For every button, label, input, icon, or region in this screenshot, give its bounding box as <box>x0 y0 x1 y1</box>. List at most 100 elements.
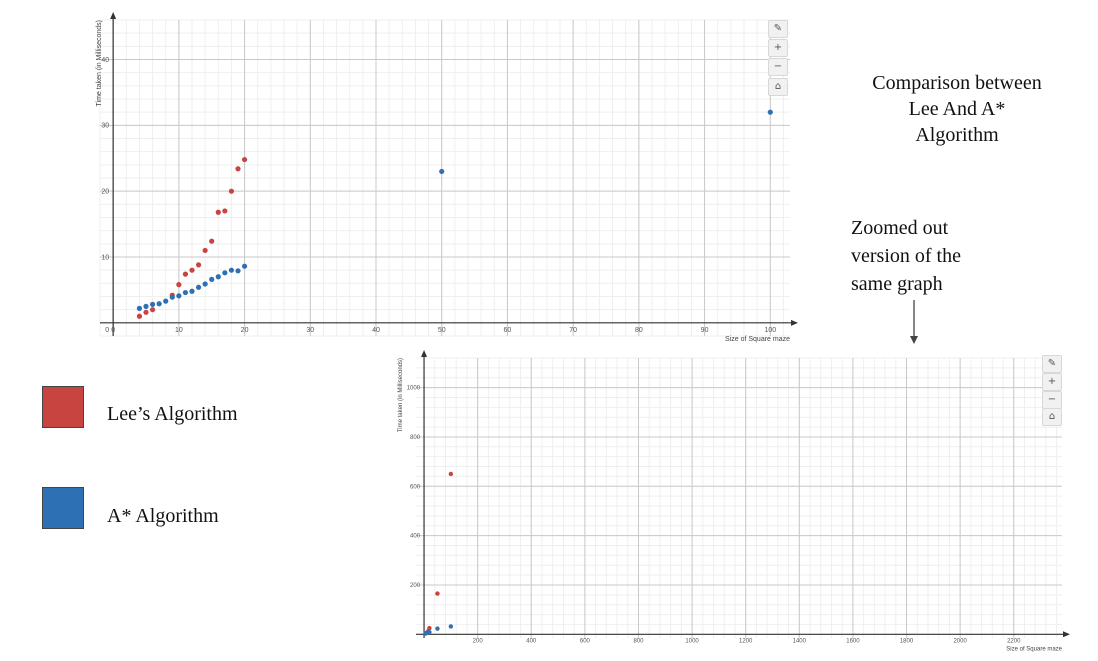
x-tick-label: 10 <box>175 327 183 334</box>
data-point <box>176 282 182 288</box>
minor-grid <box>99 19 790 337</box>
data-point <box>195 262 202 268</box>
data-point <box>228 188 235 194</box>
legend-label-lee: Lee’s Algorithm <box>107 403 238 425</box>
x-tick-label: 70 <box>569 327 577 334</box>
data-point <box>435 591 440 596</box>
down-arrow-icon <box>910 300 918 344</box>
caption-line: Comparison between <box>872 72 1042 94</box>
data-point <box>189 288 195 294</box>
x-tick-label: 800 <box>633 638 644 644</box>
x-tick-label: 2200 <box>1007 638 1021 644</box>
data-point <box>228 267 235 273</box>
data-point <box>439 168 445 175</box>
data-point <box>182 289 189 296</box>
major-grid <box>100 20 790 336</box>
zoom-in-icon[interactable]: + <box>1042 373 1062 391</box>
data-point <box>235 166 241 172</box>
minor-grid <box>416 357 1062 638</box>
x-tick-label: 1000 <box>685 638 699 644</box>
data-point <box>149 301 156 307</box>
caption-line: Lee And A* <box>908 98 1006 120</box>
data-point <box>215 274 221 280</box>
y-tick-label: 20 <box>101 189 109 196</box>
data-point <box>189 267 195 273</box>
series-astar <box>423 624 454 636</box>
data-point <box>176 293 182 299</box>
x-tick-label: 2000 <box>953 638 967 644</box>
y-axis-title: Time taken (in Milliseconds) <box>398 358 404 432</box>
scatter-chart-zoomed-out: 200 400 600 800 1000 1200 1400 1600 1800 2000 2200… <box>398 350 1070 654</box>
data-point <box>448 471 454 477</box>
caption-line: Algorithm <box>915 124 999 146</box>
x-tick-label: 20 <box>241 327 249 334</box>
zoom-in-icon[interactable]: + <box>768 39 788 57</box>
y-axis-arrow <box>110 12 117 19</box>
note-line: same graph <box>851 273 943 295</box>
y-tick-label: 400 <box>410 534 421 540</box>
y-tick-label: 30 <box>101 123 109 130</box>
x-tick-label: 200 <box>473 638 484 644</box>
data-point <box>149 307 156 313</box>
data-point <box>143 303 149 309</box>
chart-canvas-main: 0 0 10 20 30 40 50 60 70 80 90 100 10 20 30 40 Size of S… <box>96 12 798 343</box>
data-point <box>222 208 228 214</box>
data-point <box>163 298 169 304</box>
data-point <box>241 156 248 163</box>
y-tick-label: 1000 <box>407 386 421 392</box>
x-axis-title: Size of Square maze <box>1006 646 1062 652</box>
x-tick-label: 40 <box>372 327 380 334</box>
data-point <box>448 624 454 629</box>
x-tick-label: 60 <box>504 327 512 334</box>
legend-label-astar: A* Algorithm <box>107 505 219 527</box>
x-tick-label: 1600 <box>846 638 860 644</box>
x-axis-arrow <box>1063 631 1070 638</box>
home-icon[interactable]: ⌂ <box>768 78 788 96</box>
home-icon[interactable]: ⌂ <box>1042 408 1062 426</box>
chart-canvas-zoomed-out: 200 400 600 800 1000 1200 1400 1600 1800 2000 2200… <box>398 350 1070 652</box>
data-point <box>209 276 215 282</box>
x-tick-label: 400 <box>526 638 537 644</box>
data-point <box>136 305 143 311</box>
data-point <box>767 109 773 115</box>
wrench-icon[interactable]: ✎ <box>768 20 788 38</box>
y-tick-label: 800 <box>410 435 421 441</box>
x-tick-label: 30 <box>306 327 314 334</box>
data-point <box>169 294 175 300</box>
zoom-out-icon[interactable]: − <box>1042 391 1062 409</box>
data-point <box>143 309 149 315</box>
series-astar <box>136 109 773 311</box>
zoom-out-icon[interactable]: − <box>768 58 788 76</box>
data-point <box>435 626 440 631</box>
x-tick-label: 600 <box>580 638 591 644</box>
data-point <box>202 247 208 254</box>
x-tick-label: 0 <box>111 327 115 334</box>
data-point <box>195 284 202 290</box>
y-axis-arrow <box>421 350 428 357</box>
x-tick-label: 80 <box>635 327 643 334</box>
x-tick-label: 50 <box>438 327 446 334</box>
x-axis-arrow <box>791 319 798 326</box>
x-tick-label: 0 <box>105 327 109 334</box>
data-point <box>427 625 432 631</box>
legend-swatch-astar <box>42 487 84 529</box>
y-tick-label: 200 <box>410 583 421 589</box>
scatter-chart-main: 0 0 10 20 30 40 50 60 70 80 90 100 10 20 30 40 Size of S… <box>92 12 798 348</box>
x-tick-label: 1800 <box>900 638 914 644</box>
data-point <box>182 271 189 277</box>
y-tick-label: 600 <box>410 484 421 490</box>
wrench-icon[interactable]: ✎ <box>1042 355 1062 373</box>
data-point <box>156 301 162 307</box>
data-point <box>209 238 215 244</box>
x-tick-label: 90 <box>701 327 709 334</box>
x-tick-label: 1400 <box>793 638 807 644</box>
major-grid <box>416 358 1062 638</box>
data-point <box>215 209 221 215</box>
data-point <box>222 270 228 276</box>
x-tick-label: 1200 <box>739 638 753 644</box>
comparison-caption: Comparison between Lee And A* Algorithm <box>838 70 1076 148</box>
data-point <box>235 268 241 274</box>
y-tick-label: 10 <box>101 254 109 261</box>
x-tick-label: 100 <box>764 327 776 334</box>
data-point <box>136 313 143 319</box>
